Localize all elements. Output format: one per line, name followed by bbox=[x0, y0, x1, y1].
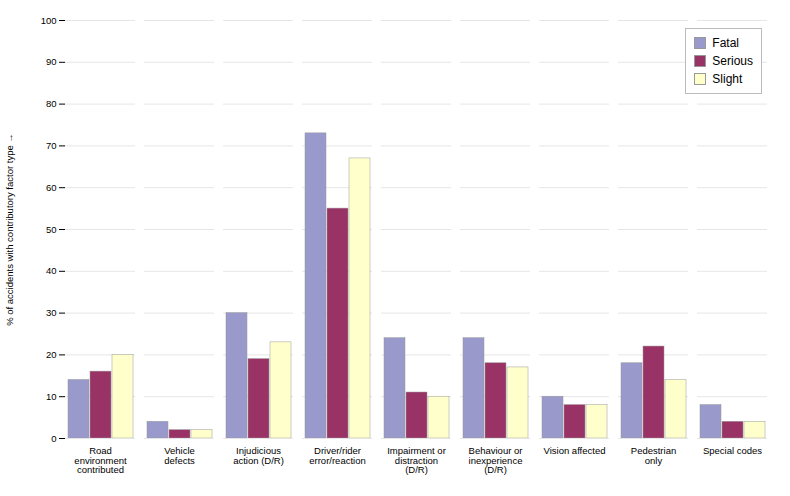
svg-text:Impairment ordistraction(D/R): Impairment ordistraction(D/R) bbox=[387, 445, 446, 475]
html-text:Fatal: Fatal bbox=[712, 36, 739, 50]
svg-text:50: 50 bbox=[46, 224, 57, 235]
svg-text:Behaviour orinexperience(D/R): Behaviour orinexperience(D/R) bbox=[469, 445, 523, 475]
html-text:Slight: Slight bbox=[712, 72, 743, 86]
svg-text:Pedestrianonly: Pedestrianonly bbox=[631, 445, 676, 466]
svg-text:Roadenvironmentcontributed: Roadenvironmentcontributed bbox=[74, 445, 127, 475]
svg-text:0: 0 bbox=[51, 433, 56, 444]
svg-text:30: 30 bbox=[46, 307, 57, 318]
svg-text:90: 90 bbox=[46, 56, 57, 67]
svg-text:% of accidents with contributo: % of accidents with contributory factor … bbox=[4, 133, 15, 326]
svg-text:100: 100 bbox=[41, 15, 57, 26]
svg-text:40: 40 bbox=[46, 265, 57, 276]
svg-text:Driver/ridererror/reaction: Driver/ridererror/reaction bbox=[309, 445, 366, 466]
svg-text:70: 70 bbox=[46, 140, 57, 151]
svg-text:Injudiciousaction (D/R): Injudiciousaction (D/R) bbox=[233, 445, 284, 466]
svg-text:Special codes: Special codes bbox=[703, 445, 762, 456]
html-text:Serious: Serious bbox=[712, 54, 753, 68]
svg-text:Vision affected: Vision affected bbox=[544, 445, 606, 456]
svg-text:80: 80 bbox=[46, 98, 57, 109]
svg-text:Vehicledefects: Vehicledefects bbox=[164, 445, 195, 466]
svg-text:20: 20 bbox=[46, 349, 57, 360]
svg-text:60: 60 bbox=[46, 182, 57, 193]
svg-text:10: 10 bbox=[46, 391, 57, 402]
